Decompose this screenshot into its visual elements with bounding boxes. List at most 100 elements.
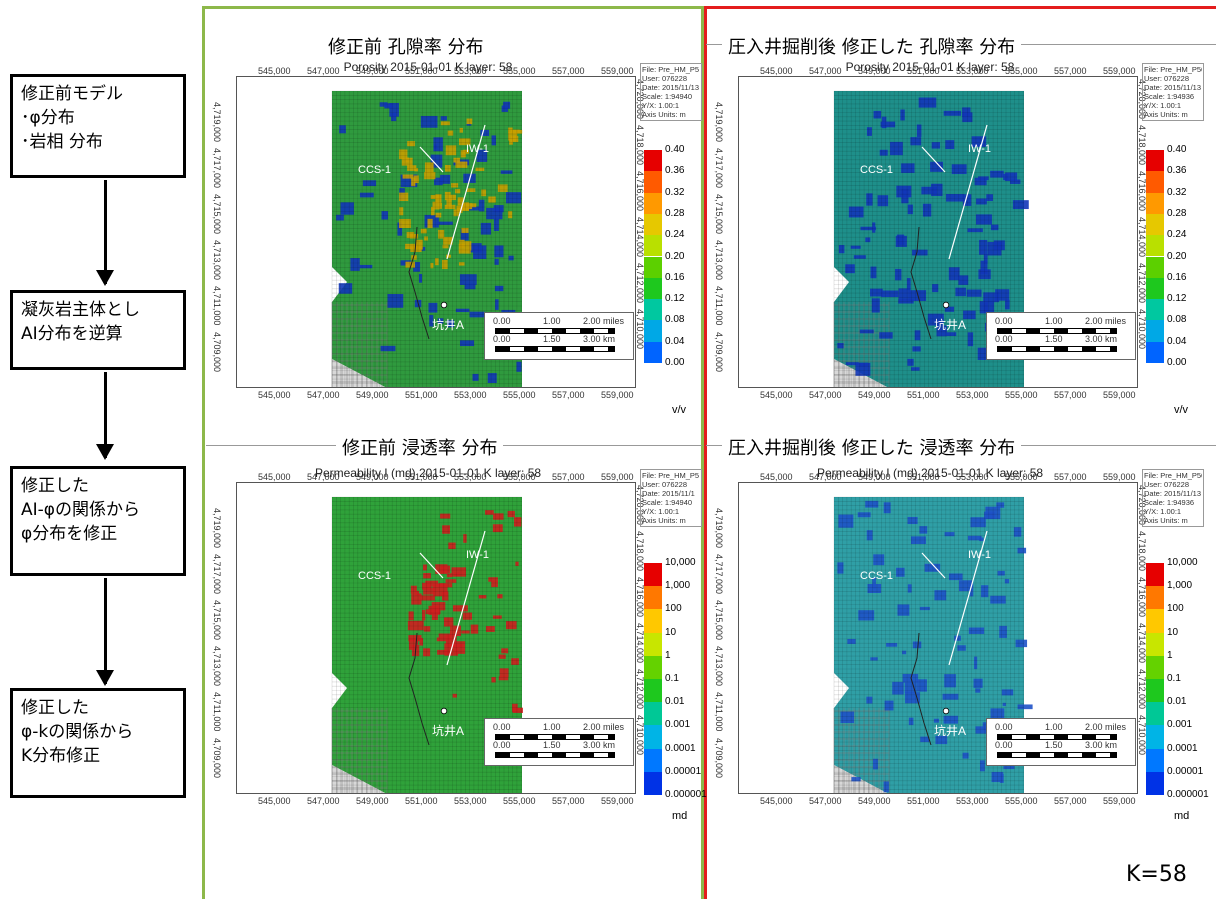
x-tick-label: 545,000 [258,390,291,400]
property-patch [969,583,974,597]
y-tick-label: 4,713,000 [212,240,222,281]
legend-swatch [644,655,662,679]
property-patch [912,249,928,256]
property-patch [469,311,486,318]
x-tick-label: 551,000 [907,796,940,806]
property-patch [945,140,955,150]
y-tick-label: 4,711,000 [212,692,222,732]
property-patch [507,510,515,518]
property-patch [971,136,987,147]
reservoir-map [738,76,1138,388]
property-patch [872,577,876,589]
property-patch [488,196,496,203]
property-patch [967,535,982,541]
property-patch [420,115,438,128]
property-patch [492,524,503,533]
property-patch [848,206,864,218]
x-tick-label: 549,000 [356,472,389,482]
property-patch [420,228,427,234]
property-patch [914,330,921,341]
flow-step-permeability-correction: 修正した φ-kの関係から K分布修正 [10,688,186,798]
info-line: Y/X: 1.00:1 [1144,507,1182,516]
x-tick-label: 547,000 [307,66,340,76]
legend-swatch [644,341,662,363]
x-tick-label: 553,000 [454,66,487,76]
property-patch [866,530,873,541]
property-patch [1005,172,1018,182]
property-patch [437,649,452,655]
property-patch [990,595,1006,604]
scale-label: 1.00 [1045,722,1063,732]
legend-swatch [644,586,662,610]
property-patch [509,138,513,145]
property-patch [501,105,509,112]
legend-label: 10 [1167,626,1179,638]
property-patch [491,677,496,683]
legend-label: 10,000 [1167,557,1198,568]
property-patch [1004,579,1010,584]
property-patch [900,109,905,121]
property-patch [990,170,1004,178]
porosity-before-title: 修正前 孔隙率 分布 [322,33,490,59]
property-patch [472,373,479,381]
x-tick-label: 549,000 [858,66,891,76]
info-line: File: Pre_HM_P5 [642,65,700,74]
property-patch [975,214,992,225]
y-tick-label: 4,711,000 [714,692,724,732]
property-patch [892,681,904,695]
property-patch [979,239,988,255]
well-label-a: 坑井A [432,318,465,332]
property-patch [399,207,404,216]
legend-label: 0.001 [1167,719,1193,731]
well-label-ccs1: CCS-1 [860,570,894,582]
scale-bar: 0.00 1.00 2.00 miles 0.00 1.50 3.00 km [484,718,634,766]
property-patch [437,318,444,324]
flow-step-initial-model: 修正前モデル ･φ分布 ･岩相 分布 [10,74,186,178]
legend-label: 0.12 [665,293,685,305]
map-title: Permeability I (md) 2015-01-01 K layer: … [816,466,1044,480]
property-patch [438,633,452,639]
property-patch [516,361,522,372]
property-patch [407,141,415,147]
scale-label: 1.00 [1045,316,1063,326]
property-patch [487,373,497,384]
property-patch [920,736,930,743]
property-patch [350,258,360,271]
property-patch [402,174,414,179]
property-patch [962,194,972,206]
property-patch [497,184,508,192]
x-tick-label: 547,000 [809,390,842,400]
legend-swatch [1146,725,1164,749]
property-patch [931,183,943,197]
property-patch [446,254,451,258]
x-tick-label: 547,000 [307,472,340,482]
property-patch [1003,173,1009,181]
x-tick-label: 553,000 [956,472,989,482]
x-tick-label: 557,000 [552,472,585,482]
scale-label: 3.00 km [1085,334,1118,344]
property-patch [399,192,409,202]
property-patch [985,506,1001,520]
property-patch [873,758,878,770]
x-tick-label: 555,000 [1005,796,1038,806]
property-patch [379,102,388,107]
property-patch [494,245,504,258]
property-patch [946,193,964,202]
y-tick-label: 4,709,000 [212,738,222,779]
info-line: User: 076228 [1144,74,1190,83]
legend-label: 0.000001 [665,789,707,800]
property-patch [415,239,423,250]
legend-label: 0.40 [665,144,685,155]
property-patch [908,717,914,726]
x-tick-label: 555,000 [1005,390,1038,400]
scale-label: 1.50 [1045,740,1063,750]
property-patch [896,185,912,198]
property-patch [411,177,416,187]
info-line: Scale: 1:94936 [1144,92,1195,101]
step-line: φ分布を修正 [21,524,118,544]
well-marker-a [440,707,448,715]
step-line: 修正した [21,698,89,718]
x-tick-label: 551,000 [907,66,940,76]
scale-bar-miles [997,734,1117,740]
legend-label: 10 [665,626,677,638]
